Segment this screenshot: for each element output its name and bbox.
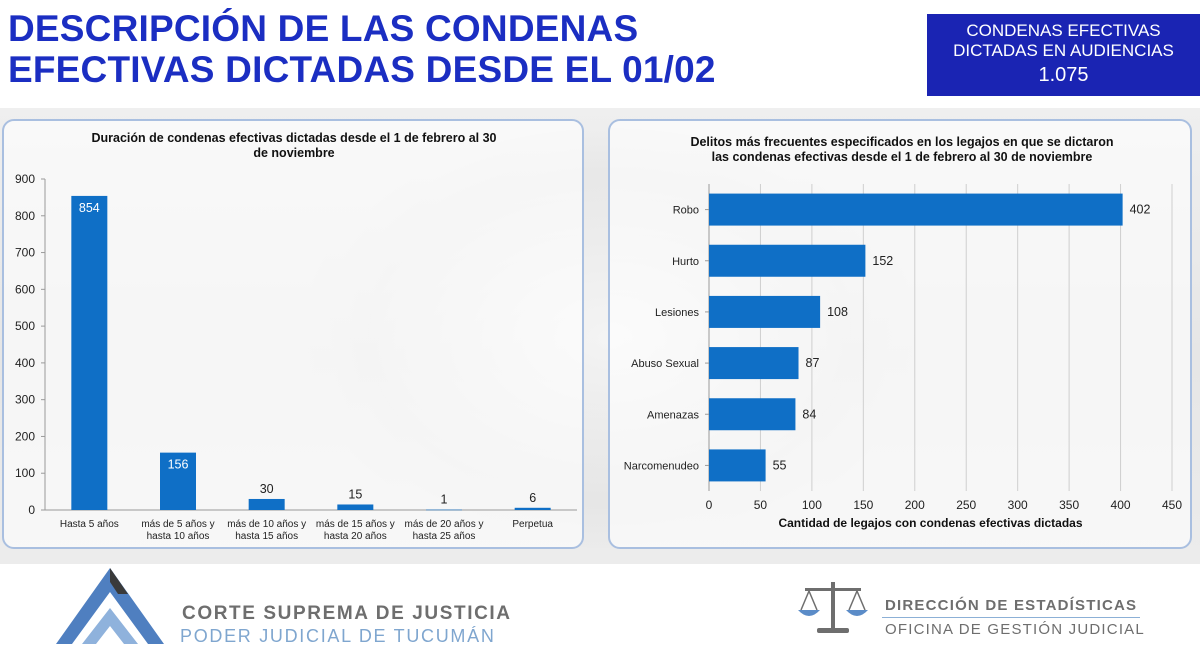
bar-4 <box>709 398 796 431</box>
y-tick-label: 500 <box>15 319 35 333</box>
data-label-0: 854 <box>79 201 100 215</box>
y-tick-label: 800 <box>15 209 35 223</box>
x-tick-label: 300 <box>1008 498 1028 512</box>
bar-3 <box>337 504 374 510</box>
y-tick-label: 200 <box>15 429 35 443</box>
data-label-5: 55 <box>773 458 787 472</box>
x-tick-label: 450 <box>1162 498 1182 512</box>
data-label-2: 108 <box>827 305 848 319</box>
bar-4 <box>426 509 462 511</box>
brand-right-sub: OFICINA DE GESTIÓN JUDICIAL <box>885 621 1145 638</box>
x-tick-label: 100 <box>802 498 822 512</box>
data-label-5: 6 <box>529 491 536 505</box>
x-tick-label: 200 <box>905 498 925 512</box>
bar-1 <box>709 244 866 277</box>
kpi-value: 1.075 <box>1038 64 1089 86</box>
y-tick-label: Amenazas <box>647 409 699 421</box>
y-tick-label: Lesiones <box>655 307 700 319</box>
duration-chart-title: Duración de condenas efectivas dictadas … <box>91 131 497 160</box>
bar-2 <box>248 498 285 510</box>
y-tick-label: 0 <box>28 503 35 517</box>
brand-right-name: DIRECCIÓN DE ESTADÍSTICAS <box>885 597 1138 614</box>
y-tick-label: 600 <box>15 282 35 296</box>
header: DESCRIPCIÓN DE LAS CONDENAS EFECTIVAS DI… <box>0 0 1200 108</box>
brand-left-sub: PODER JUDICIAL DE TUCUMÁN <box>180 626 496 646</box>
x-tick-label: 400 <box>1111 498 1131 512</box>
duration-chart: 0 100 200 300 400 500 600 700 800 900 854 Hasta 5 a… <box>15 172 577 542</box>
bar-1 <box>160 452 196 510</box>
x-tick-label: hasta 10 años <box>147 531 210 542</box>
y-tick-label: Hurto <box>672 256 699 268</box>
x-tick-label: hasta 20 años <box>324 531 387 542</box>
footer <box>0 564 1200 647</box>
x-tick-label: Perpetua <box>512 519 553 530</box>
x-tick-label: más de 10 años y <box>227 519 306 530</box>
bar-2 <box>709 295 821 328</box>
x-tick-label: 50 <box>754 498 768 512</box>
bar-0 <box>709 193 1123 226</box>
brand-left-name: CORTE SUPREMA DE JUSTICIA <box>182 603 512 624</box>
x-tick-label: más de 5 años y <box>141 519 214 530</box>
data-label-2: 30 <box>260 482 274 496</box>
x-tick-label: 350 <box>1059 498 1079 512</box>
corte-suprema-logo <box>56 568 164 644</box>
bar-0 <box>71 195 108 510</box>
duration-chart-panel: Duración de condenas efectivas dictadas … <box>2 119 584 549</box>
y-tick-label: 900 <box>15 172 35 186</box>
y-tick-label: 100 <box>15 466 35 480</box>
data-label-3: 15 <box>348 487 362 501</box>
bar-5 <box>514 507 551 510</box>
scales-logo <box>798 582 868 633</box>
y-tick-label: 400 <box>15 356 35 370</box>
kpi-label: CONDENAS EFECTIVAS DICTADAS EN AUDIENCIA… <box>953 21 1174 60</box>
x-tick-label: hasta 25 años <box>413 531 476 542</box>
data-label-3: 87 <box>806 356 820 370</box>
data-label-0: 402 <box>1130 203 1151 217</box>
x-tick-label: 150 <box>853 498 873 512</box>
x-tick-label: hasta 15 años <box>235 531 298 542</box>
x-tick-label: 250 <box>956 498 976 512</box>
x-tick-label: más de 15 años y <box>316 519 395 530</box>
x-tick-label: 0 <box>706 498 713 512</box>
y-tick-label: 300 <box>15 393 35 407</box>
crimes-chart-title: Delitos más frecuentes especificados en … <box>690 135 1114 164</box>
crimes-chart: 0 50 100 150 200 250 300 350 400 450 402 Robo 152 Hur… <box>624 184 1182 530</box>
y-tick-label: Robo <box>673 205 699 217</box>
y-tick-label: Abuso Sexual <box>631 358 699 370</box>
data-label-4: 84 <box>802 407 816 421</box>
brand-divider <box>882 617 1140 618</box>
page-title: DESCRIPCIÓN DE LAS CONDENAS EFECTIVAS DI… <box>8 8 716 90</box>
crimes-chart-panel: Delitos más frecuentes especificados en … <box>608 119 1192 549</box>
y-tick-label: Narcomenudeo <box>624 460 699 472</box>
data-label-1: 152 <box>872 254 893 268</box>
x-tick-label: Hasta 5 años <box>60 519 119 530</box>
data-label-4: 1 <box>441 493 448 507</box>
bar-5 <box>709 449 766 482</box>
x-tick-label: más de 20 años y <box>405 519 484 530</box>
kpi-box: CONDENAS EFECTIVAS DICTADAS EN AUDIENCIA… <box>927 14 1200 96</box>
y-tick-label: 700 <box>15 246 35 260</box>
x-axis-title: Cantidad de legajos con condenas efectiv… <box>778 516 1082 530</box>
bar-3 <box>709 347 799 380</box>
data-label-1: 156 <box>168 458 189 472</box>
